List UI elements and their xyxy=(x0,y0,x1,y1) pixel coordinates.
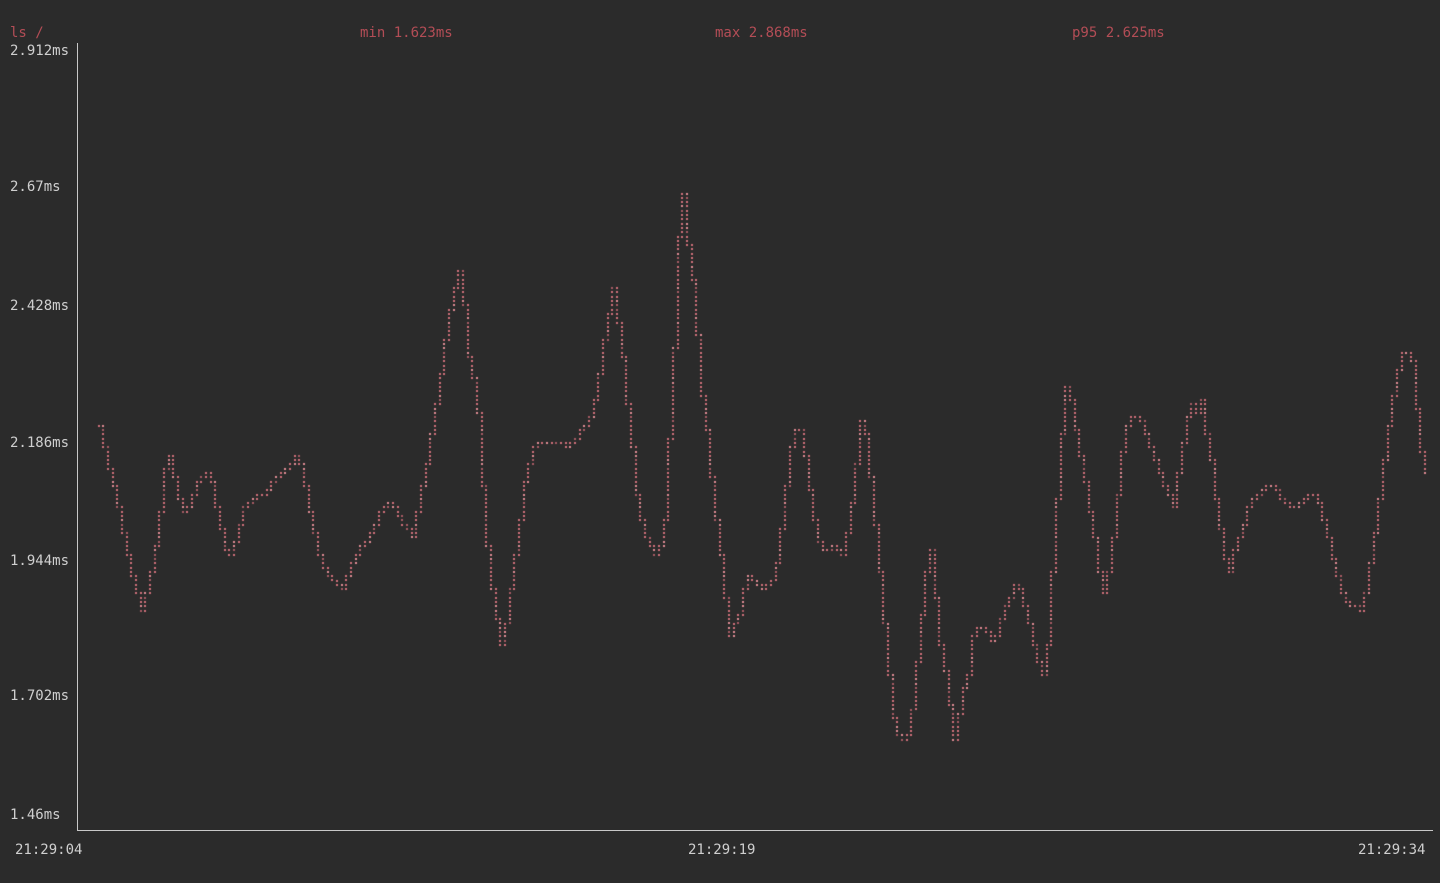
y-axis-line xyxy=(77,43,78,831)
y-tick-label: 2.186ms xyxy=(10,435,70,451)
y-tick-label: 1.944ms xyxy=(10,553,70,569)
stat-min-label: min 1.623ms xyxy=(360,25,453,41)
command-label: ls / xyxy=(10,25,44,41)
y-tick-label: 2.912ms xyxy=(10,43,70,59)
x-axis-line xyxy=(77,830,1433,831)
stat-max-label: max 2.868ms xyxy=(715,25,808,41)
y-tick-label: 1.702ms xyxy=(10,688,70,704)
stat-p95-label: p95 2.625ms xyxy=(1072,25,1165,41)
y-tick-label: 2.67ms xyxy=(10,179,61,195)
x-tick-label: 21:29:34 xyxy=(1358,842,1426,858)
x-tick-label: 21:29:19 xyxy=(688,842,756,858)
x-tick-label: 21:29:04 xyxy=(15,842,83,858)
y-tick-label: 2.428ms xyxy=(10,298,70,314)
y-tick-label: 1.46ms xyxy=(10,807,61,823)
